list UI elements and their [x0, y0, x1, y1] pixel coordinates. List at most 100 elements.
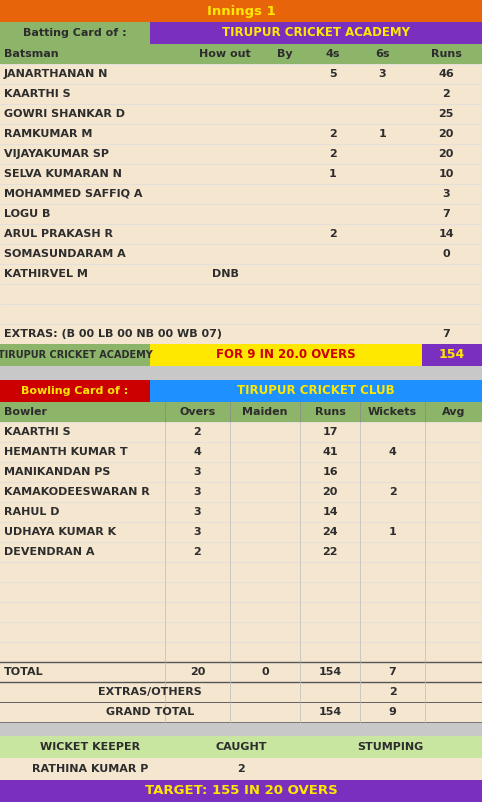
Text: 20: 20 [438, 149, 454, 159]
Bar [0, 780, 482, 802]
Text: 9: 9 [388, 707, 396, 717]
Text: 1: 1 [379, 129, 387, 139]
Text: KAMAKODEESWARAN R: KAMAKODEESWARAN R [4, 487, 150, 497]
Text: 22: 22 [322, 547, 338, 557]
Text: 154: 154 [439, 349, 465, 362]
Text: 17: 17 [322, 427, 338, 437]
Bar [0, 602, 482, 622]
Text: 154: 154 [319, 667, 342, 677]
Bar [0, 422, 482, 442]
Text: 16: 16 [322, 467, 338, 477]
Bar [0, 344, 150, 366]
Text: 5: 5 [329, 69, 336, 79]
Text: HEMANTH KUMAR T: HEMANTH KUMAR T [4, 447, 128, 457]
Bar [0, 702, 482, 722]
Text: DNB: DNB [212, 269, 239, 279]
Text: ARUL PRAKASH R: ARUL PRAKASH R [4, 229, 113, 239]
Text: 7: 7 [442, 329, 450, 339]
Bar [0, 662, 482, 682]
Bar [0, 204, 482, 224]
Text: 25: 25 [438, 109, 454, 119]
Text: 10: 10 [438, 169, 454, 179]
Text: 2: 2 [237, 764, 245, 774]
Bar [0, 402, 482, 422]
Text: Avg: Avg [442, 407, 465, 417]
Text: 14: 14 [438, 229, 454, 239]
Text: TIRUPUR CRICKET CLUB: TIRUPUR CRICKET CLUB [237, 384, 395, 398]
Text: 0: 0 [261, 667, 269, 677]
Text: 20: 20 [190, 667, 205, 677]
Text: Bowling Card of :: Bowling Card of : [21, 386, 129, 396]
Text: 0: 0 [442, 249, 450, 259]
Text: 2: 2 [442, 89, 450, 99]
Text: 3: 3 [194, 467, 201, 477]
Text: 3: 3 [194, 527, 201, 537]
Text: GOWRI SHANKAR D: GOWRI SHANKAR D [4, 109, 125, 119]
Text: 20: 20 [322, 487, 338, 497]
Bar [0, 84, 482, 104]
Text: TOTAL: TOTAL [4, 667, 44, 677]
Bar [0, 642, 482, 662]
Text: KAARTHI S: KAARTHI S [4, 427, 71, 437]
Bar [0, 442, 482, 462]
Text: 3: 3 [194, 507, 201, 517]
Bar [0, 736, 482, 758]
Text: MOHAMMED SAFFIQ A: MOHAMMED SAFFIQ A [4, 189, 143, 199]
Text: 41: 41 [322, 447, 338, 457]
Text: KATHIRVEL M: KATHIRVEL M [4, 269, 88, 279]
Text: UDHAYA KUMAR K: UDHAYA KUMAR K [4, 527, 116, 537]
Bar [0, 502, 482, 522]
Text: SELVA KUMARAN N: SELVA KUMARAN N [4, 169, 122, 179]
Text: 2: 2 [329, 149, 336, 159]
Bar [0, 284, 482, 304]
Bar [0, 366, 482, 380]
Bar [0, 64, 482, 84]
Bar [0, 164, 482, 184]
Text: Runs: Runs [430, 49, 461, 59]
Text: TIRUPUR CRICKET ACADEMY: TIRUPUR CRICKET ACADEMY [222, 26, 410, 39]
Bar [0, 562, 482, 582]
Text: 2: 2 [194, 427, 201, 437]
Bar [0, 124, 482, 144]
Bar [0, 462, 482, 482]
Text: 1: 1 [329, 169, 336, 179]
Text: Overs: Overs [179, 407, 215, 417]
Text: 2: 2 [329, 229, 336, 239]
Text: RAMKUMAR M: RAMKUMAR M [4, 129, 93, 139]
Text: TARGET: 155 IN 20 OVERS: TARGET: 155 IN 20 OVERS [145, 784, 337, 797]
Text: Bowler: Bowler [4, 407, 47, 417]
Text: 7: 7 [442, 209, 450, 219]
Bar [0, 44, 482, 64]
Text: 2: 2 [194, 547, 201, 557]
Text: Wickets: Wickets [368, 407, 417, 417]
Bar [0, 244, 482, 264]
Text: VIJAYAKUMAR SP: VIJAYAKUMAR SP [4, 149, 109, 159]
Text: FOR 9 IN 20.0 OVERS: FOR 9 IN 20.0 OVERS [216, 349, 356, 362]
Text: 7: 7 [388, 667, 396, 677]
Text: Batting Card of :: Batting Card of : [23, 28, 127, 38]
Bar [0, 324, 482, 344]
Text: 1: 1 [388, 527, 396, 537]
Text: TIRUPUR CRICKET ACADEMY: TIRUPUR CRICKET ACADEMY [0, 350, 152, 360]
Bar [422, 344, 482, 366]
Text: CAUGHT: CAUGHT [215, 742, 267, 752]
Text: KAARTHI S: KAARTHI S [4, 89, 71, 99]
Text: WICKET KEEPER: WICKET KEEPER [40, 742, 140, 752]
Bar [150, 344, 422, 366]
Bar [0, 758, 482, 780]
Text: Runs: Runs [315, 407, 346, 417]
Text: 20: 20 [438, 129, 454, 139]
Bar [0, 582, 482, 602]
Text: EXTRAS: (B 00 LB 00 NB 00 WB 07): EXTRAS: (B 00 LB 00 NB 00 WB 07) [4, 329, 222, 339]
Text: 2: 2 [388, 687, 396, 697]
Text: JANARTHANAN N: JANARTHANAN N [4, 69, 108, 79]
Text: DEVENDRAN A: DEVENDRAN A [4, 547, 94, 557]
Bar [0, 22, 150, 44]
Text: 3: 3 [442, 189, 450, 199]
Bar [0, 184, 482, 204]
Text: 6s: 6s [375, 49, 390, 59]
Text: 14: 14 [322, 507, 338, 517]
Text: 4s: 4s [325, 49, 340, 59]
Bar [0, 722, 482, 736]
Text: 154: 154 [319, 707, 342, 717]
